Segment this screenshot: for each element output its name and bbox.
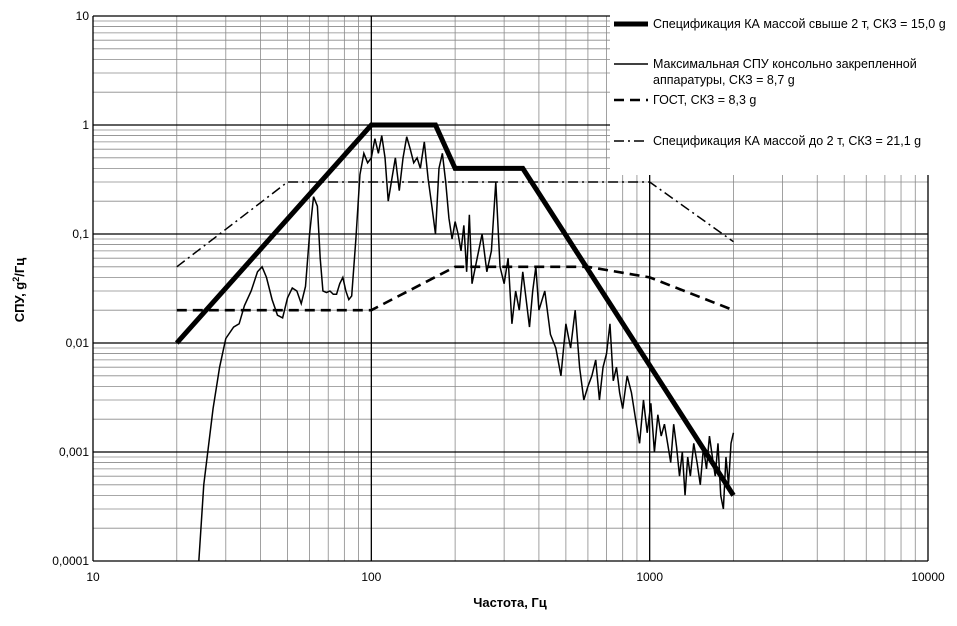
series-line-2 [176,265,734,312]
x-tick-label: 10 [86,570,100,584]
series-layer [174,122,736,562]
series-line-1 [198,135,735,562]
y-tick-label: 0,1 [72,227,89,241]
x-tick-label: 10000 [911,570,945,584]
y-axis-label: СПУ, g2/Гц [11,258,27,323]
grid-minor [93,16,928,561]
x-tick-labels: 10 100 1000 10000 [86,570,945,584]
y-tick-labels: 0,0001 0,001 0,01 0,1 1 10 [52,9,89,568]
x-axis-label: Частота, Гц [473,595,547,610]
y-tick-label: 0,0001 [52,554,89,568]
legend: Спецификация КА массой свыше 2 т, СКЗ = … [610,12,946,175]
y-tick-label: 1 [82,118,89,132]
series-line-0 [174,122,736,497]
y-tick-label: 0,001 [59,445,89,459]
y-tick-label: 10 [76,9,90,23]
x-tick-label: 100 [361,570,381,584]
legend-box [610,12,930,175]
x-tick-label: 1000 [636,570,663,584]
y-tick-label: 0,01 [66,336,90,350]
series-line-3 [176,181,734,268]
legend-label-2: ГОСТ, СКЗ = 8,3 g [653,93,756,107]
legend-label-0: Спецификация КА массой свыше 2 т, СКЗ = … [653,17,946,31]
legend-label-3: Спецификация КА массой до 2 т, СКЗ = 21,… [653,134,921,148]
legend-label-1: Максимальная СПУ консольно закрепленной а… [653,57,917,87]
